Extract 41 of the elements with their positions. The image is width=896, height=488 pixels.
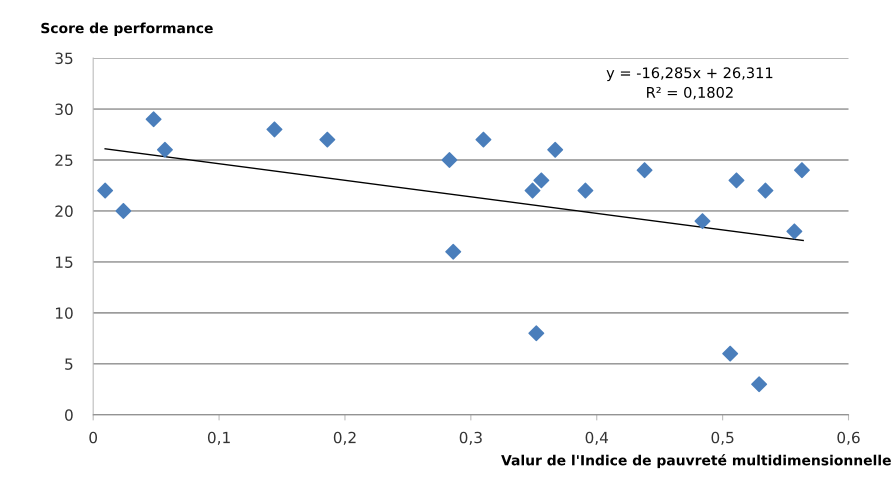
point bbox=[728, 172, 744, 188]
point bbox=[577, 182, 594, 199]
point bbox=[722, 346, 738, 362]
point bbox=[524, 182, 541, 199]
x-tick-label: 0,6 bbox=[837, 432, 860, 445]
x-tick-label: 0,5 bbox=[711, 432, 734, 445]
x-tick-label: 0,2 bbox=[334, 432, 356, 445]
x-tick-label: 0,4 bbox=[586, 432, 608, 445]
point bbox=[694, 213, 710, 230]
y-tick-label: 0 bbox=[65, 409, 73, 421]
point bbox=[533, 172, 550, 188]
point bbox=[445, 244, 462, 260]
x-tick-label: 0,3 bbox=[460, 432, 482, 445]
point bbox=[786, 223, 802, 240]
point bbox=[751, 376, 768, 392]
y-tick-label: 20 bbox=[55, 205, 73, 217]
point bbox=[528, 325, 544, 342]
point bbox=[146, 111, 162, 128]
point bbox=[757, 182, 774, 199]
y-tick-label: 10 bbox=[56, 307, 73, 319]
y-tick-label: 25 bbox=[55, 154, 72, 166]
y-tick-label: 30 bbox=[55, 104, 73, 116]
point bbox=[475, 132, 492, 148]
y-tick-label: 15 bbox=[56, 256, 72, 268]
point bbox=[441, 152, 458, 168]
point bbox=[97, 182, 114, 199]
point bbox=[156, 142, 173, 158]
x-tick-label: 0,1 bbox=[208, 432, 230, 445]
point bbox=[266, 121, 282, 138]
y-tick-label: 5 bbox=[65, 358, 72, 370]
annotation: y = -16,285x + 26,311 bbox=[606, 67, 772, 82]
point bbox=[319, 132, 336, 148]
point bbox=[794, 162, 810, 178]
x-tick-label: 0 bbox=[89, 432, 98, 444]
point bbox=[115, 202, 132, 219]
y-axis-title: Score de performance bbox=[41, 22, 213, 36]
y-tick-label: 35 bbox=[55, 52, 72, 64]
annotation: R² = 0,1802 bbox=[647, 86, 733, 100]
point bbox=[547, 142, 564, 158]
point bbox=[636, 162, 653, 178]
x-axis-title: Valur de l'Indice de pauvreté multidimensionnelle bbox=[501, 454, 891, 468]
